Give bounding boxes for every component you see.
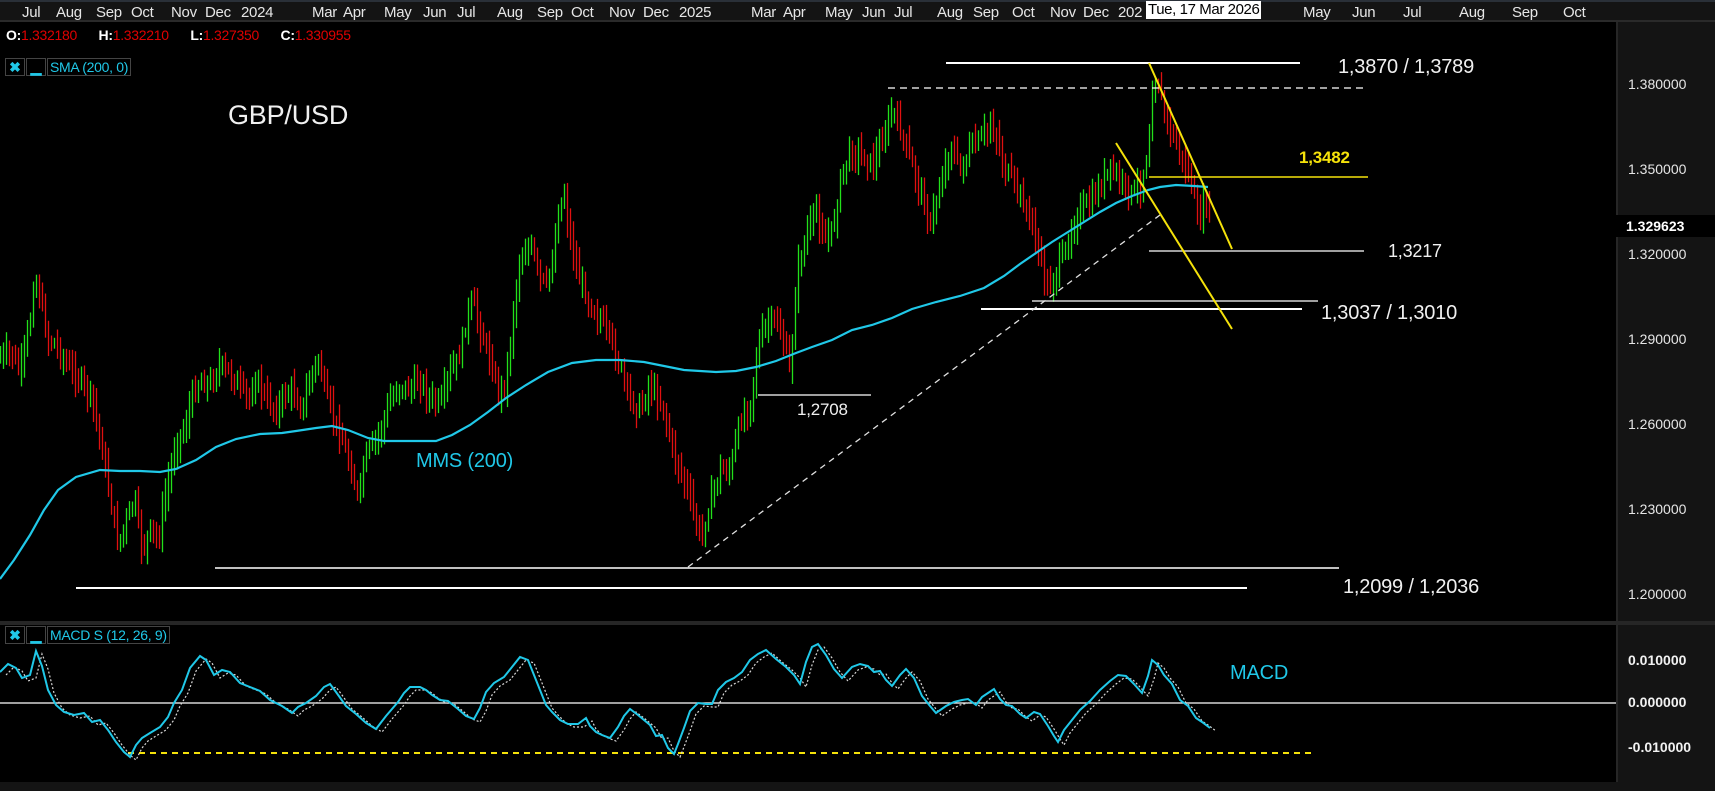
time-axis-label: Apr [783,4,806,21]
sma-minimize-icon[interactable]: ▁ [26,58,46,76]
time-axis-label: Aug [56,4,82,21]
time-axis-label: Mar [312,4,337,21]
time-axis-label: Aug [1459,4,1485,21]
price-axis-tick: 1.200000 [1628,586,1687,602]
level-label-13870-13789: 1,3870 / 1,3789 [1338,56,1475,78]
time-axis[interactable]: Jul Aug Sep Oct Nov Dec 2024 Mar Apr May Jun Jul Aug… [0,0,1715,22]
macd-signal-line [5,646,1217,761]
time-axis-label: Oct [571,4,594,21]
macd-label: MACD [1230,662,1289,684]
close-value: 1.330955 [294,27,351,43]
close-label: C: [280,27,295,43]
price-axis-tick: 1.350000 [1628,161,1687,177]
time-axis-label: Jun [862,4,886,21]
sma-200-line [0,183,1209,580]
macd-axis-tick: 0.010000 [1628,652,1687,668]
uptrend-support-dashed-line [687,211,1165,568]
time-axis-label: May [384,4,412,21]
macd-axis[interactable]: 0.010000 0.000000 -0.010000 [1616,625,1715,782]
level-label-12708: 1,2708 [797,400,848,419]
time-axis-label: Sep [1512,4,1538,21]
time-axis-label: Oct [1012,4,1035,21]
high-label: H: [98,27,113,43]
time-axis-label: Dec [643,4,669,21]
current-price-label: 1.329623 [1616,215,1715,237]
sma-remove-icon[interactable]: ✖ [5,58,25,76]
price-axis-tick: 1.380000 [1628,76,1687,92]
channel-upper-line [1148,62,1233,250]
price-chart[interactable] [0,0,1616,782]
time-axis-label: Aug [497,4,523,21]
crosshair-date-label: Tue, 17 Mar 2026 [1146,1,1262,19]
macd-remove-icon[interactable]: ✖ [5,626,25,644]
time-axis-label: Mar [751,4,776,21]
macd-line [0,642,1211,759]
level-label-13482: 1,3482 [1299,148,1350,167]
level-label-13217: 1,3217 [1388,241,1442,261]
ohlc-readout: O:1.332180 H:1.332210 L:1.327350 C:1.330… [6,27,369,43]
macd-minimize-icon[interactable]: ▁ [26,626,46,644]
time-axis-label: Dec [1083,4,1109,21]
time-axis-label: Jun [423,4,447,21]
time-axis-label: Jun [1352,4,1376,21]
time-axis-label: Apr [343,4,366,21]
macd-axis-tick: -0.010000 [1628,739,1692,755]
price-bars [0,72,1211,565]
bottom-scrollbar[interactable] [0,782,1715,791]
level-label-13037-13010: 1,3037 / 1,3010 [1321,302,1458,324]
time-axis-label: Sep [973,4,999,21]
time-axis-label: 2025 [679,4,712,21]
time-axis-label: Oct [1563,4,1586,21]
time-axis-label: Aug [937,4,963,21]
time-axis-label: Jul [1403,4,1422,21]
low-value: 1.327350 [202,27,259,43]
time-axis-label: Nov [171,4,197,21]
time-axis-label: Sep [537,4,563,21]
pane-divider[interactable] [0,621,1715,625]
time-axis-label: May [825,4,853,21]
mms-label: MMS (200) [416,450,514,472]
open-value: 1.332180 [20,27,77,43]
price-axis-tick: 1.320000 [1628,246,1687,262]
macd-indicator-tag: ✖ ▁ MACD S (12, 26, 9) [5,626,170,644]
price-axis-tick: 1.260000 [1628,416,1687,432]
sma-indicator-label[interactable]: SMA (200, 0) [47,58,132,76]
time-axis-label: Jul [894,4,913,21]
macd-indicator-label[interactable]: MACD S (12, 26, 9) [47,626,170,644]
sma-indicator-tag: ✖ ▁ SMA (200, 0) [5,58,132,76]
time-axis-label: May [1303,4,1331,21]
time-axis-label: 2024 [241,4,274,21]
high-value: 1.332210 [112,27,169,43]
time-axis-label: Oct [131,4,154,21]
time-axis-label: Jul [457,4,476,21]
time-axis-label: Sep [96,4,122,21]
low-label: L: [190,27,203,43]
time-axis-label: Nov [609,4,635,21]
price-axis[interactable]: 1.380000 1.350000 1.320000 1.290000 1.260000… [1616,22,1715,621]
level-label-12099-12036: 1,2099 / 1,2036 [1343,576,1480,598]
time-axis-label: Dec [205,4,231,21]
time-axis-label: Jul [22,4,41,21]
price-axis-tick: 1.290000 [1628,331,1687,347]
time-axis-label: Nov [1050,4,1076,21]
time-axis-label: 202 [1118,4,1143,21]
channel-lower-line [1115,142,1233,330]
price-axis-tick: 1.230000 [1628,501,1687,517]
macd-axis-tick: 0.000000 [1628,694,1687,710]
chart-title: GBP/USD [228,100,349,130]
open-label: O: [6,27,21,43]
